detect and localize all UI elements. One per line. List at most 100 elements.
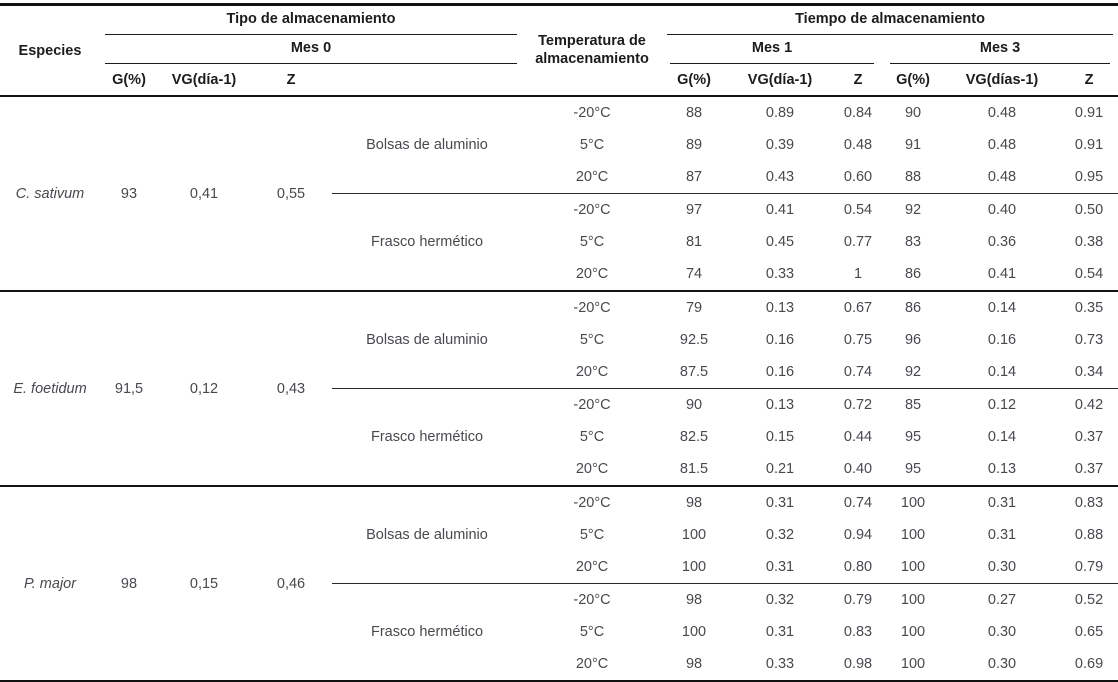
mes3-g-value: 100 xyxy=(900,624,926,640)
col-header-mes3-z: Z xyxy=(1060,64,1118,97)
month-header-mes0-label: Mes 0 xyxy=(105,35,518,64)
table-row: Frasco hermético -20°C 97 0.41 0.54 92 0… xyxy=(0,193,1118,291)
mes1-z-value: 0.60 xyxy=(843,169,873,185)
col-header-mes3-vg: VG(días-1) xyxy=(944,64,1061,97)
mes3-g-value: 86 xyxy=(882,290,945,324)
mes3-g-value: 100 xyxy=(900,527,926,543)
mes1-z-value: 0.75 xyxy=(843,332,873,348)
temperature-cell: -20°C xyxy=(522,485,663,519)
temperature-cell: -20°C xyxy=(522,583,663,616)
mes3-g-value: 92 xyxy=(904,364,922,380)
mes1-vg-value: 0.33 xyxy=(765,266,795,282)
mes3-z-value: 0.42 xyxy=(1060,388,1118,421)
storage-type-cell: Bolsas de aluminio xyxy=(366,137,488,153)
col-header-mes0-z: Z xyxy=(250,64,332,97)
mes1-vg-value: 0.13 xyxy=(726,290,835,324)
mes3-vg-value: 0.30 xyxy=(987,624,1017,640)
storage-type-cell: Frasco hermético xyxy=(332,388,523,486)
mes1-z-value: 0.74 xyxy=(843,364,873,380)
mes3-vg-value: 0.14 xyxy=(987,429,1017,445)
mes3-g-value: 96 xyxy=(904,332,922,348)
table-row: 20°C 74 0.33 1 86 0.41 0.54 xyxy=(0,258,1118,291)
mes1-vg-value: 0.45 xyxy=(765,234,795,250)
table-row: Frasco hermético -20°C 90 0.13 0.72 85 0… xyxy=(0,388,1118,486)
mes1-g-value: 98 xyxy=(685,656,703,672)
mes3-g-value: 85 xyxy=(882,388,945,421)
mes3-vg-value: 0.30 xyxy=(987,656,1017,672)
mes3-z-value: 0.34 xyxy=(1074,364,1104,380)
mes1-vg-value: 0.32 xyxy=(765,527,795,543)
mes1-vg-value: 0.43 xyxy=(765,169,795,185)
storage-type-cell: Bolsas de aluminio xyxy=(332,290,523,389)
mes1-vg-value: 0.16 xyxy=(765,364,795,380)
mes1-z-value: 0.67 xyxy=(834,290,883,324)
table-row: 20°C 98 0.33 0.98 100 0.30 0.69 xyxy=(0,648,1118,681)
mes1-z-value: 1 xyxy=(853,266,863,282)
table-row: 5°C 89 0.39 0.48 91 0.48 0.91 xyxy=(0,129,1118,161)
table-row: E. foetidum 91,5 0,12 0,43 Bolsas de alu… xyxy=(0,290,1118,486)
mes0-g-value: 91,5 xyxy=(100,290,158,486)
col-header-mes3-g: G(%) xyxy=(882,64,945,97)
species-name: P. major xyxy=(0,485,100,681)
mes1-g-value: 100 xyxy=(681,624,707,640)
mes1-vg-value: 0.31 xyxy=(765,559,795,575)
mes3-vg-value: 0.30 xyxy=(987,559,1017,575)
table-row: 5°C 81 0.45 0.77 83 0.36 0.38 xyxy=(0,226,1118,258)
month-header-mes1-label: Mes 1 xyxy=(670,35,875,64)
header-row-columns: G(%) VG(día-1) Z G(%) VG(día-1) Z G(%) V… xyxy=(0,64,1118,97)
month-header-mes0: Mes 0 xyxy=(100,35,522,64)
temperature-cell: 20°C xyxy=(575,169,609,185)
table-row: C. sativum 93 0,41 0,55 Bolsas de alumin… xyxy=(0,96,1118,202)
mes1-z-value: 0.80 xyxy=(843,559,873,575)
mes3-z-value: 0.95 xyxy=(1074,169,1104,185)
mes1-z-value: 0.44 xyxy=(843,429,873,445)
table-row: 20°C 81.5 0.21 0.40 95 0.13 0.37 xyxy=(0,453,1118,486)
mes3-g-value: 83 xyxy=(904,234,922,250)
mes0-z-value: 0,46 xyxy=(250,485,332,681)
col-header-mes1-z: Z xyxy=(834,64,883,97)
mes3-vg-value: 0.40 xyxy=(944,193,1061,226)
mes3-vg-value: 0.13 xyxy=(987,461,1017,477)
mes3-z-value: 0.79 xyxy=(1074,559,1104,575)
storage-type-cell: Frasco hermético xyxy=(332,583,523,681)
group-header-tipo-label: Tipo de almacenamiento xyxy=(105,6,518,35)
mes1-vg-value: 0.41 xyxy=(726,193,835,226)
mes0-g-value: 93 xyxy=(120,185,138,202)
mes1-z-value: 0.84 xyxy=(843,105,873,121)
mes0-z-value: 0,43 xyxy=(250,290,332,486)
table-header: Especies Tipo de almacenamiento Temperat… xyxy=(0,4,1118,97)
mes3-g-value: 100 xyxy=(882,485,945,519)
mes3-z-value: 0.69 xyxy=(1074,656,1104,672)
header-row-months: Mes 0 Mes 1 Mes 3 xyxy=(0,35,1118,64)
mes3-g-value: 95 xyxy=(904,429,922,445)
col-header-mes0-vg: VG(día-1) xyxy=(158,64,250,97)
mes3-g-value: 95 xyxy=(904,461,922,477)
month-header-mes3: Mes 3 xyxy=(882,35,1118,64)
mes1-g-value: 81 xyxy=(685,234,703,250)
storage-type-cell: Frasco hermético xyxy=(332,193,523,291)
mes3-z-value: 0.83 xyxy=(1060,485,1118,519)
mes1-g-value: 82.5 xyxy=(679,429,709,445)
temperature-cell: 5°C xyxy=(579,527,605,543)
temperature-cell: 5°C xyxy=(579,624,605,640)
mes1-g-value: 88 xyxy=(685,105,703,121)
mes3-z-value: 0.91 xyxy=(1074,137,1104,153)
table-row: P. major 98 0,15 0,46 Bolsas de aluminio… xyxy=(0,485,1118,681)
mes3-g-value: 100 xyxy=(882,583,945,616)
temperature-cell: 20°C xyxy=(575,266,609,282)
mes1-g-value: 81.5 xyxy=(679,461,709,477)
mes1-vg-value: 0.16 xyxy=(765,332,795,348)
mes1-vg-value: 0.33 xyxy=(765,656,795,672)
temperature-cell: -20°C xyxy=(522,193,663,226)
col-header-especies: Especies xyxy=(0,4,100,97)
mes1-vg-value: 0.89 xyxy=(765,105,795,121)
species-name: C. sativum xyxy=(15,185,85,202)
group-header-tipo: Tipo de almacenamiento xyxy=(100,5,522,35)
mes3-z-value: 0.50 xyxy=(1060,193,1118,226)
mes1-vg-value: 0.15 xyxy=(765,429,795,445)
mes3-z-value: 0.52 xyxy=(1060,583,1118,616)
mes1-g-value: 90 xyxy=(662,388,727,421)
storage-table: Especies Tipo de almacenamiento Temperat… xyxy=(0,3,1118,682)
mes1-z-value: 0.83 xyxy=(843,624,873,640)
